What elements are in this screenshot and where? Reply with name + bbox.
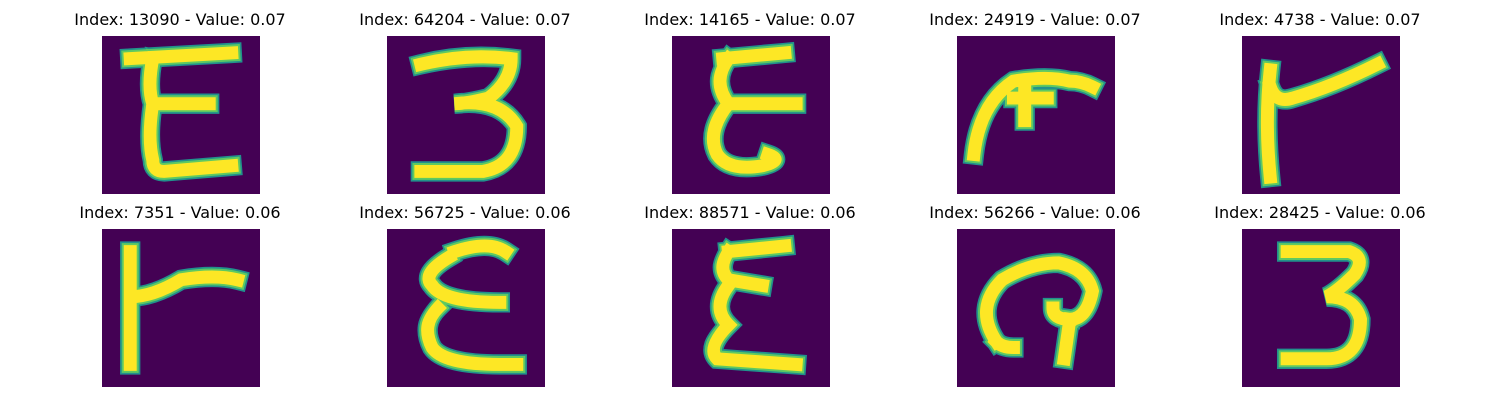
glyph-strokes — [1257, 50, 1392, 189]
glyph-stroke — [412, 50, 524, 178]
letter-image — [957, 36, 1115, 194]
glyph-strokes — [1276, 241, 1371, 369]
letter-image — [387, 229, 545, 387]
glyph-strokes — [703, 41, 807, 178]
glyph-strokes — [408, 46, 527, 182]
letter-image — [102, 36, 260, 194]
glyph-stroke — [123, 245, 246, 371]
letter-glyph-loop — [976, 252, 1103, 371]
glyph-stroke — [1280, 245, 1367, 366]
panel-title: Index: 64204 - Value: 0.07 — [359, 10, 571, 29]
glyph-stroke — [421, 239, 524, 371]
letter-glyph-3 — [408, 46, 527, 182]
panel-3: Index: 14165 - Value: 0.07 — [630, 10, 870, 210]
glyph-stroke — [706, 45, 803, 174]
panel-4: Index: 24919 - Value: 0.07 — [915, 10, 1155, 210]
panel-6: Index: 7351 - Value: 0.06 — [60, 203, 300, 403]
letter-glyph-r — [1257, 50, 1392, 189]
letter-image — [672, 229, 830, 387]
letter-image — [672, 36, 830, 194]
panel-title: Index: 14165 - Value: 0.07 — [644, 10, 856, 29]
letter-glyph-3 — [1276, 241, 1371, 369]
panel-2: Index: 64204 - Value: 0.07 — [345, 10, 585, 210]
letter-image — [1242, 229, 1400, 387]
panel-7: Index: 56725 - Value: 0.06 — [345, 203, 585, 403]
letter-glyph-e — [703, 41, 807, 178]
glyph-stroke — [123, 46, 239, 178]
letter-glyph-e — [703, 234, 807, 376]
glyph-strokes — [703, 234, 807, 376]
letter-image — [102, 229, 260, 387]
panel-title: Index: 13090 - Value: 0.07 — [74, 10, 286, 29]
panel-title: Index: 56266 - Value: 0.06 — [929, 203, 1141, 222]
panel-5: Index: 4738 - Value: 0.07 — [1200, 10, 1440, 210]
panel-title: Index: 56725 - Value: 0.06 — [359, 203, 571, 222]
letter-image — [957, 229, 1115, 387]
glyph-strokes — [119, 42, 243, 182]
panel-title: Index: 7351 - Value: 0.06 — [79, 203, 281, 222]
glyph-stroke — [706, 238, 804, 372]
panel-1: Index: 13090 - Value: 0.07 — [60, 10, 300, 210]
glyph-strokes — [962, 68, 1107, 166]
glyph-stroke — [966, 71, 1102, 162]
letter-glyph-e — [119, 42, 243, 182]
panel-8: Index: 88571 - Value: 0.06 — [630, 203, 870, 403]
glyph-strokes — [417, 235, 527, 375]
glyph-stroke — [1258, 52, 1389, 187]
panel-10: Index: 28425 - Value: 0.06 — [1200, 203, 1440, 403]
letter-glyph-e — [417, 235, 527, 375]
glyph-stroke — [120, 241, 250, 375]
letter-glyph-r — [120, 241, 250, 375]
letter-glyph-hook — [962, 68, 1107, 166]
glyph-stroke — [980, 256, 1100, 367]
letter-image — [1242, 36, 1400, 194]
panel-9: Index: 56266 - Value: 0.06 — [915, 203, 1155, 403]
glyph-stroke — [1260, 55, 1387, 185]
glyph-strokes — [120, 241, 250, 375]
panel-title: Index: 4738 - Value: 0.07 — [1219, 10, 1421, 29]
panel-title: Index: 24919 - Value: 0.07 — [929, 10, 1141, 29]
letter-image — [387, 36, 545, 194]
glyph-strokes — [976, 252, 1103, 371]
panel-title: Index: 28425 - Value: 0.06 — [1214, 203, 1426, 222]
panel-title: Index: 88571 - Value: 0.06 — [644, 203, 856, 222]
